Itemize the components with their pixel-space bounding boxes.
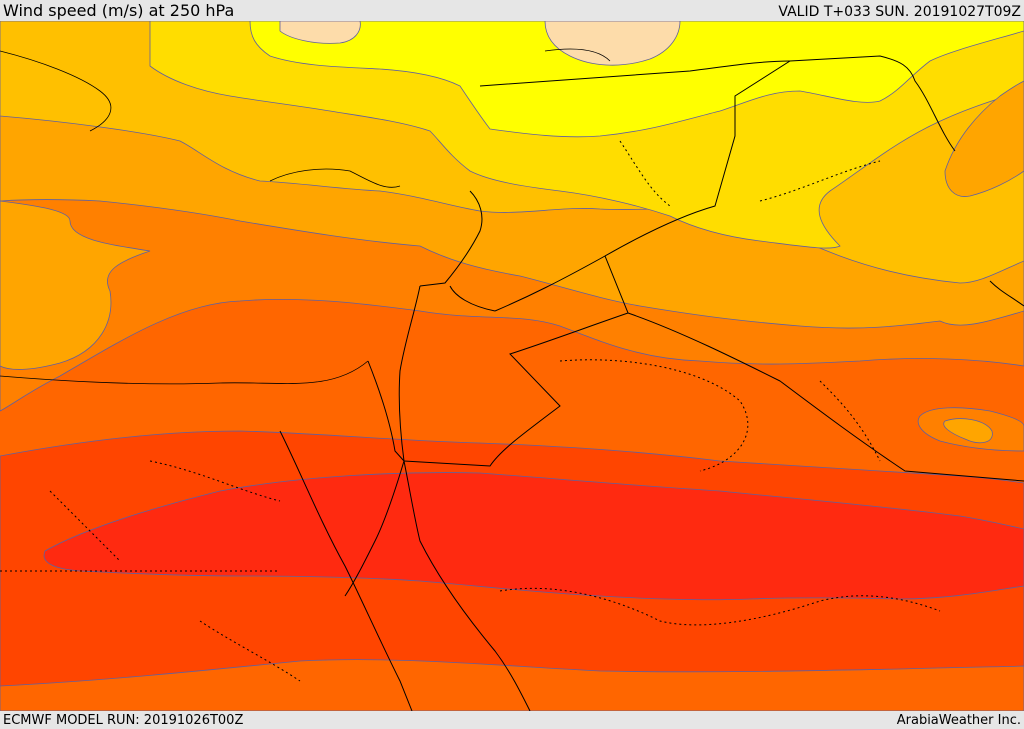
band-pale-peach [544, 21, 681, 66]
valid-time-label: VALID T+033 SUN. 20191027T09Z [778, 4, 1021, 20]
map-canvas [0, 21, 1024, 711]
wind-speed-map[interactable] [0, 21, 1024, 711]
header-bar: Wind speed (m/s) at 250 hPa VALID T+033 … [0, 0, 1024, 21]
band-red-orange-south [0, 659, 1024, 711]
band-yellow [249, 21, 1024, 138]
band-orange-east-spot [943, 418, 993, 444]
band-yellow-patch [279, 21, 361, 44]
coastlines [0, 48, 611, 385]
model-run-label: ECMWF MODEL RUN: 20191026T00Z [3, 713, 244, 728]
credit-label: ArabiaWeather Inc. [896, 713, 1021, 728]
admin-boundaries [0, 140, 941, 682]
band-red-core [43, 472, 1024, 601]
map-title: Wind speed (m/s) at 250 hPa [3, 1, 235, 20]
band-orange-west-bulge [0, 200, 151, 370]
country-borders [279, 55, 1024, 711]
footer-bar: ECMWF MODEL RUN: 20191026T00Z ArabiaWeat… [0, 711, 1024, 729]
